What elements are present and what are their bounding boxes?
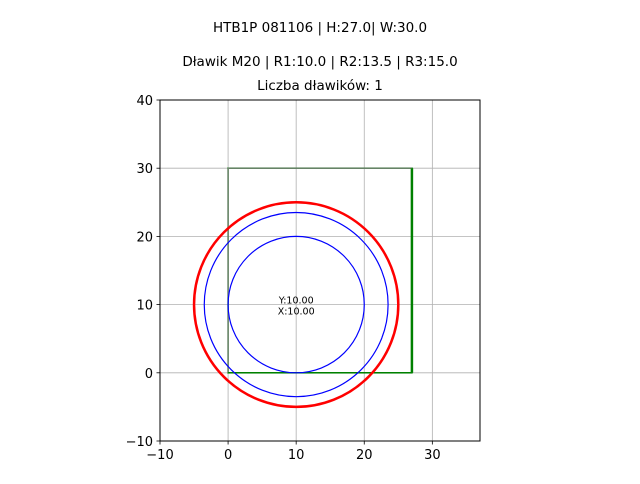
- x-tick-label: 20: [356, 448, 373, 463]
- chart-title-line-3: Liczba dławików: 1: [257, 78, 383, 94]
- chart-title-line-2: Dławik M20 | R1:10.0 | R2:13.5 | R3:15.0: [182, 54, 457, 70]
- center-annotation-line: X:10.00: [278, 307, 315, 318]
- y-tick-label: −10: [126, 435, 153, 450]
- chart-title-line-1: HTB1P 081106 | H:27.0| W:30.0: [213, 20, 427, 36]
- y-tick-label: 40: [136, 94, 153, 109]
- plot-marks: Y:10.00X:10.00: [192, 167, 414, 409]
- y-tick-label: 30: [136, 162, 153, 177]
- circle-r10: [227, 235, 365, 374]
- center-annotation-line: Y:10.00: [278, 296, 314, 307]
- x-tick-label: 0: [224, 448, 232, 463]
- axes-frame: [159, 99, 481, 442]
- y-tick-label: 20: [136, 230, 153, 245]
- x-tick-label: 10: [288, 448, 305, 463]
- x-tick-label: −10: [146, 448, 173, 463]
- y-tick-label: 0: [145, 367, 153, 382]
- y-tick-label: 10: [136, 299, 153, 314]
- circle-r15: [192, 201, 400, 409]
- board-outline: [227, 167, 413, 374]
- x-tick-label: 30: [424, 448, 441, 463]
- circle-r13.5: [203, 211, 389, 398]
- ticks: −10 0 10 20 30 −10 0 10 20 30 40: [126, 94, 441, 463]
- grid: [159, 99, 480, 442]
